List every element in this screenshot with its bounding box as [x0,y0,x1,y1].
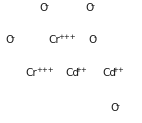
Text: Cr: Cr [26,68,37,78]
Text: --: -- [116,102,121,108]
Text: ++: ++ [76,67,87,73]
Text: O: O [40,3,48,13]
Text: Cr: Cr [48,35,60,45]
Text: ++: ++ [113,67,124,73]
Text: O: O [111,103,119,113]
Text: Cd: Cd [65,68,79,78]
Text: O: O [6,35,14,45]
Text: --: -- [11,34,16,40]
Text: --: -- [90,2,95,8]
Text: -: - [93,34,96,40]
Text: --: -- [45,2,50,8]
Text: Cd: Cd [102,68,116,78]
Text: +++: +++ [59,34,76,40]
Text: +++: +++ [36,67,54,73]
Text: O: O [85,3,93,13]
Text: O: O [88,35,96,45]
